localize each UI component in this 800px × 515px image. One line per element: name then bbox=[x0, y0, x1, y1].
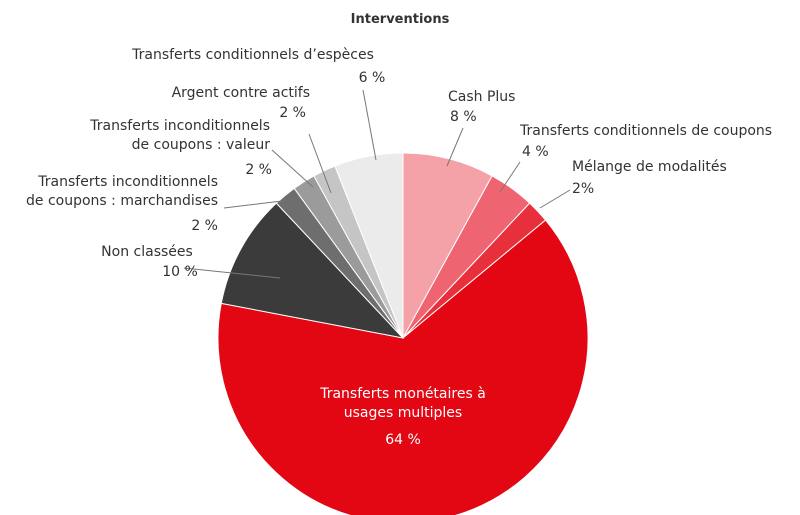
slice-label: Transferts conditionnels d’espèces bbox=[132, 47, 374, 63]
leader-line bbox=[499, 161, 521, 193]
value-label: 4 % bbox=[522, 144, 549, 160]
value-label: 2 % bbox=[245, 162, 272, 178]
slice-label: Transferts conditionnels de coupons bbox=[520, 123, 773, 139]
slice-label: Transferts inconditionnels de coupons : … bbox=[90, 118, 270, 153]
chart-title: Interventions bbox=[350, 12, 450, 27]
leader-line bbox=[446, 127, 464, 167]
value-label: 64 % bbox=[385, 432, 421, 448]
leader-line bbox=[271, 149, 314, 188]
leader-line bbox=[223, 200, 283, 209]
slice-label: Cash Plus bbox=[448, 89, 516, 105]
value-label: 2 % bbox=[279, 105, 306, 121]
pie-slice bbox=[334, 152, 404, 339]
value-label: 8 % bbox=[450, 109, 477, 125]
leader-line bbox=[362, 89, 377, 161]
value-label: 10 % bbox=[162, 264, 198, 280]
leader-line bbox=[308, 133, 332, 194]
pie-slice bbox=[402, 152, 493, 339]
leader-line bbox=[539, 189, 571, 209]
pie-slice bbox=[217, 219, 589, 515]
value-label: 6 % bbox=[358, 70, 386, 86]
slice-label: Transferts inconditionnels de coupons : … bbox=[26, 174, 218, 209]
slice-label: Non classées bbox=[101, 244, 193, 260]
leader-line bbox=[183, 267, 281, 279]
value-label: 2 % bbox=[191, 218, 218, 234]
slice-label: Transferts monétaires à usages multiples bbox=[320, 386, 486, 421]
slice-label: Argent contre actifs bbox=[171, 85, 310, 101]
slice-label: Mélange de modalités bbox=[572, 159, 727, 175]
pie-slice bbox=[220, 202, 405, 339]
value-label: 2% bbox=[572, 181, 595, 197]
